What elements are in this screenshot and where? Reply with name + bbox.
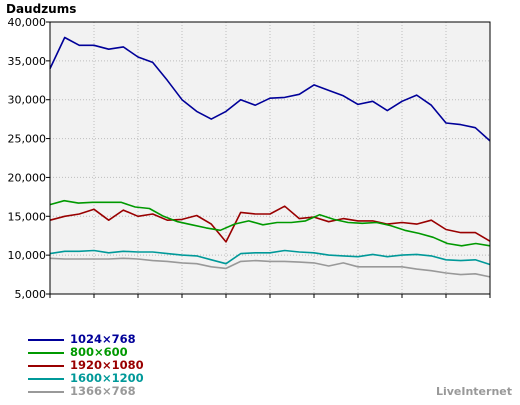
legend-swatch (28, 378, 64, 380)
series-line (49, 257, 491, 278)
y-tick-label: 10,000 (8, 249, 47, 262)
y-tick-label: 25,000 (8, 133, 47, 146)
series-line (49, 36, 491, 142)
series-group (49, 36, 491, 278)
chart-title: Daudzums (6, 2, 77, 16)
legend-swatch (28, 391, 64, 393)
y-tick-label: 15,000 (8, 210, 47, 223)
y-tick-label: 40,000 (8, 16, 47, 29)
legend-swatch (28, 365, 64, 367)
legend-label: 1024×768 (70, 332, 136, 346)
y-tick-label: 20,000 (8, 171, 47, 184)
plot-border (49, 21, 491, 295)
legend-label: 1600×1200 (70, 371, 144, 385)
y-tick-label: 35,000 (8, 55, 47, 68)
credit-label: LiveInternet (435, 385, 512, 398)
y-tick-label: 30,000 (8, 94, 47, 107)
legend-label: 1366×768 (70, 384, 136, 398)
x-axis: 13. okt3. nov24. nov15. dec5. janv26. ja… (49, 294, 491, 298)
series-line (49, 199, 491, 247)
legend-label: 1920×1080 (70, 358, 144, 372)
legend-swatch (28, 352, 64, 354)
legend-swatch (28, 339, 64, 341)
series-line (49, 205, 491, 243)
y-axis: 5,000 10,000 15,000 20,000 25,000 30,000 35,00… (8, 16, 50, 300)
line-chart: 5,000 10,000 15,000 20,000 25,000 30,000 35,00… (8, 16, 491, 300)
y-tick-label: 5,000 (15, 288, 47, 300)
series-line (49, 249, 491, 266)
legend-label: 800×600 (70, 345, 128, 359)
